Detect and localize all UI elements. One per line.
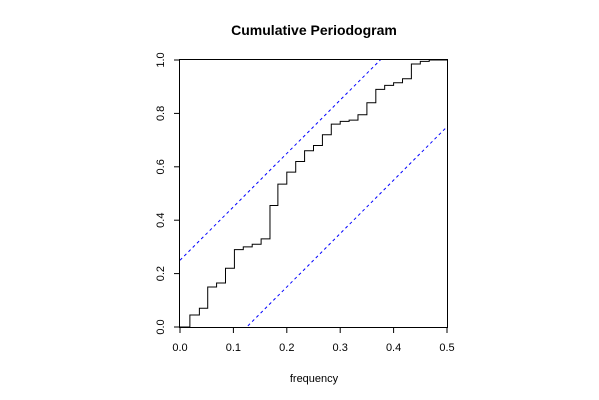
y-tick-label: 0.8 (155, 106, 167, 121)
y-axis: 0.0 0.2 0.4 0.6 0.8 1.0 (155, 52, 180, 335)
x-tick-label: 0.1 (226, 342, 241, 354)
upper-confidence-bound-line (180, 60, 381, 261)
x-tick-label: 0.5 (439, 342, 454, 354)
y-tick-label: 0.4 (155, 213, 167, 228)
y-tick-label: 1.0 (155, 52, 167, 67)
x-axis-label: frequency (290, 373, 339, 385)
x-tick-label: 0.3 (333, 342, 348, 354)
y-tick-label: 0.2 (155, 266, 167, 281)
x-tick-label: 0.0 (172, 342, 187, 354)
x-axis: 0.0 0.1 0.2 0.3 0.4 0.5 (172, 327, 455, 354)
cumulative-periodogram-step-line (180, 60, 447, 327)
y-tick-label: 0.0 (155, 319, 167, 334)
plot-frame (179, 59, 448, 328)
lower-confidence-bound-line (246, 126, 447, 327)
x-tick-label: 0.4 (386, 342, 401, 354)
plot-area (180, 60, 447, 327)
y-tick-label: 0.6 (155, 159, 167, 174)
chart-title: Cumulative Periodogram (231, 22, 397, 38)
x-tick-label: 0.2 (279, 342, 294, 354)
